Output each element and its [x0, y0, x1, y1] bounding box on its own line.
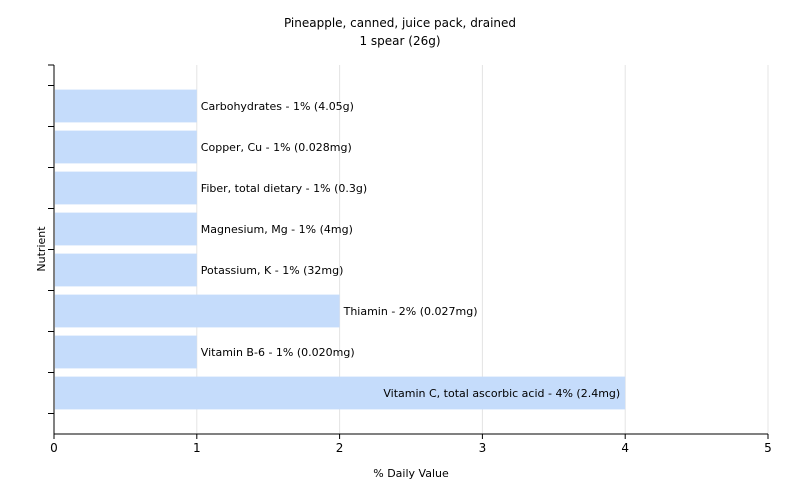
- x-axis-label: % Daily Value: [373, 467, 449, 480]
- bar: [55, 335, 197, 369]
- bar: [55, 294, 340, 328]
- x-tick-label: 4: [621, 441, 629, 455]
- bar: [55, 376, 626, 410]
- bar-label: Vitamin C, total ascorbic acid - 4% (2.4…: [383, 387, 620, 400]
- x-tick-label: 0: [50, 441, 58, 455]
- x-tick-label: 2: [336, 441, 344, 455]
- bar-label: Magnesium, Mg - 1% (4mg): [201, 223, 353, 236]
- bar: [55, 130, 197, 164]
- chart-title: Pineapple, canned, juice pack, drained: [284, 16, 516, 30]
- axes: 0 1 2 3 4 5: [48, 64, 772, 455]
- gridlines: [196, 65, 769, 434]
- bar-label: Fiber, total dietary - 1% (0.3g): [201, 182, 367, 195]
- bar: [55, 253, 197, 287]
- y-axis-label: Nutrient: [35, 226, 48, 272]
- x-tick-label: 5: [764, 441, 772, 455]
- bar-label: Copper, Cu - 1% (0.028mg): [201, 141, 352, 154]
- bar: [55, 171, 197, 205]
- bar-label: Potassium, K - 1% (32mg): [201, 264, 344, 277]
- bars: Carbohydrates - 1% (4.05g) Copper, Cu - 1…: [55, 89, 626, 410]
- chart-subtitle: 1 spear (26g): [359, 34, 440, 48]
- bar-label: Vitamin B-6 - 1% (0.020mg): [201, 346, 355, 359]
- bar-label: Carbohydrates - 1% (4.05g): [201, 100, 354, 113]
- bar: [55, 89, 197, 123]
- bar: [55, 212, 197, 246]
- x-tick-label: 3: [479, 441, 487, 455]
- x-tick-label: 1: [193, 441, 201, 455]
- bar-label: Thiamin - 2% (0.027mg): [343, 305, 478, 318]
